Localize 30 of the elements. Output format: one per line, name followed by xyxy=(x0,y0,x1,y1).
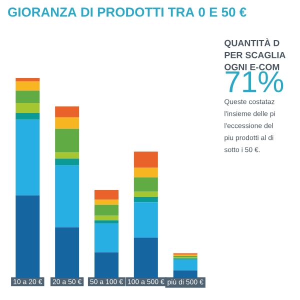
bar xyxy=(94,204,118,216)
bar xyxy=(55,152,80,159)
bar xyxy=(16,120,40,196)
bar xyxy=(134,196,158,202)
text: PER SCAGLIA xyxy=(224,52,286,58)
bar xyxy=(94,224,118,252)
bar xyxy=(16,90,40,103)
text: QUANTITÀ D xyxy=(224,38,280,48)
bar xyxy=(16,78,40,82)
bar xyxy=(134,192,158,197)
chart-title: GIORANZA DI PRODOTTI TRA 0 E 50 € xyxy=(8,8,246,17)
bar xyxy=(55,106,80,118)
bar xyxy=(55,158,80,166)
text: OGNI E-COM xyxy=(224,64,280,70)
bar xyxy=(134,202,158,238)
bar xyxy=(16,113,40,120)
bar xyxy=(134,168,158,178)
bar xyxy=(173,260,198,270)
bar xyxy=(16,81,40,91)
bar xyxy=(55,117,80,129)
bar xyxy=(16,103,40,113)
bar xyxy=(94,200,118,205)
bar xyxy=(55,128,80,152)
bar xyxy=(134,177,158,192)
bar xyxy=(94,220,118,224)
bar xyxy=(94,216,118,220)
bar xyxy=(55,165,80,228)
bar xyxy=(134,152,158,168)
bar xyxy=(94,190,118,200)
text: 71% xyxy=(226,71,284,92)
